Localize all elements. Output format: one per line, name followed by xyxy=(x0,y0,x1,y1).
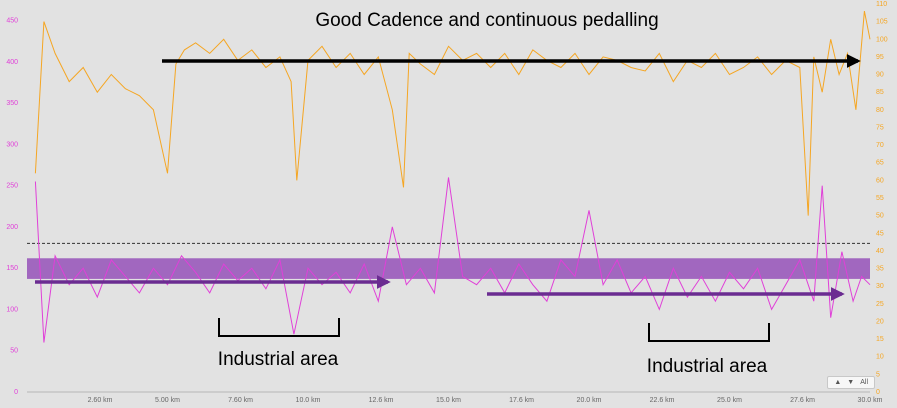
y-right-tick-label: 60 xyxy=(876,177,884,184)
y-right-tick-label: 100 xyxy=(876,36,888,43)
x-tick-label: 15.0 km xyxy=(436,397,461,404)
x-tick-label: 22.6 km xyxy=(650,397,675,404)
scroll-down-icon[interactable]: ▼ xyxy=(847,379,855,386)
x-tick-label: 10.0 km xyxy=(296,397,321,404)
x-tick-label: 17.6 km xyxy=(509,397,534,404)
y-right-tick-label: 65 xyxy=(876,160,884,167)
y-right-tick-label: 95 xyxy=(876,54,884,61)
y-left-tick-label: 100 xyxy=(6,306,18,313)
y-left-tick-label: 300 xyxy=(6,141,18,148)
y-left-tick-label: 50 xyxy=(10,348,18,355)
y-right-tick-label: 35 xyxy=(876,266,884,273)
x-tick-label: 5.00 km xyxy=(155,397,180,404)
y-left-tick-label: 400 xyxy=(6,59,18,66)
target-band xyxy=(27,258,870,279)
annotation-industrial-1: Industrial area xyxy=(218,349,339,370)
y-right-tick-label: 40 xyxy=(876,248,884,255)
x-axis: 2.60 km 5.00 km 7.60 km 10.0 km 12.6 km 15.0 … xyxy=(88,397,883,404)
chart-nav: ▲ ▼ All xyxy=(827,376,875,389)
x-tick-label: 20.0 km xyxy=(577,397,602,404)
x-tick-label: 27.6 km xyxy=(790,397,815,404)
x-tick-label: 2.60 km xyxy=(88,397,113,404)
annotation-layer: Good Cadence and continuous pedalling Ind… xyxy=(35,10,861,377)
y-right-tick-label: 50 xyxy=(876,213,884,220)
y-axis-left: 0 50 100 150 200 250 300 350 400 450 xyxy=(6,18,18,396)
y-right-tick-label: 105 xyxy=(876,19,888,26)
y-left-tick-label: 250 xyxy=(6,183,18,190)
y-right-tick-label: 80 xyxy=(876,107,884,114)
show-all-button[interactable]: All xyxy=(860,379,868,386)
y-right-tick-label: 90 xyxy=(876,72,884,79)
y-right-tick-label: 55 xyxy=(876,195,884,202)
y-left-tick-label: 0 xyxy=(14,389,18,396)
scroll-up-icon[interactable]: ▲ xyxy=(834,379,842,386)
series-line-1 xyxy=(34,11,871,216)
y-right-tick-label: 25 xyxy=(876,301,884,308)
y-right-tick-label: 75 xyxy=(876,124,884,131)
y-right-tick-label: 45 xyxy=(876,230,884,237)
y-left-tick-label: 350 xyxy=(6,100,18,107)
y-right-tick-label: 85 xyxy=(876,89,884,96)
y-right-tick-label: 5 xyxy=(876,371,880,378)
y-left-tick-label: 450 xyxy=(6,18,18,25)
y-right-tick-label: 70 xyxy=(876,142,884,149)
y-right-tick-label: 10 xyxy=(876,354,884,361)
target-band-rect xyxy=(27,258,870,279)
y-right-tick-label: 30 xyxy=(876,283,884,290)
x-tick-label: 7.60 km xyxy=(228,397,253,404)
x-tick-label: 12.6 km xyxy=(369,397,394,404)
x-tick-label: 25.0 km xyxy=(717,397,742,404)
x-tick-label: 30.0 km xyxy=(858,397,883,404)
series-line-2 xyxy=(34,177,871,343)
annotation-industrial-2: Industrial area xyxy=(647,356,768,377)
y-right-tick-label: 0 xyxy=(876,389,880,396)
y-axis-right: 0 5 10 15 20 25 30 35 40 45 50 55 60 65 70 75 80 85 90 95 10… xyxy=(876,1,888,396)
y-right-tick-label: 110 xyxy=(876,1,887,8)
y-right-tick-label: 15 xyxy=(876,336,884,343)
industrial-bracket-2 xyxy=(648,323,770,342)
y-left-tick-label: 200 xyxy=(6,224,18,231)
annotation-cadence: Good Cadence and continuous pedalling xyxy=(315,10,658,31)
y-left-tick-label: 150 xyxy=(6,265,18,272)
industrial-bracket-1 xyxy=(218,318,340,337)
y-right-tick-label: 20 xyxy=(876,318,884,325)
